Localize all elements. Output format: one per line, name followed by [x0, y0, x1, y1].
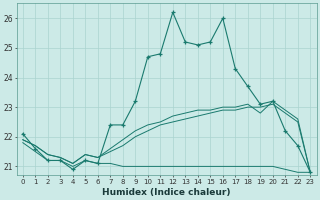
X-axis label: Humidex (Indice chaleur): Humidex (Indice chaleur): [102, 188, 231, 197]
